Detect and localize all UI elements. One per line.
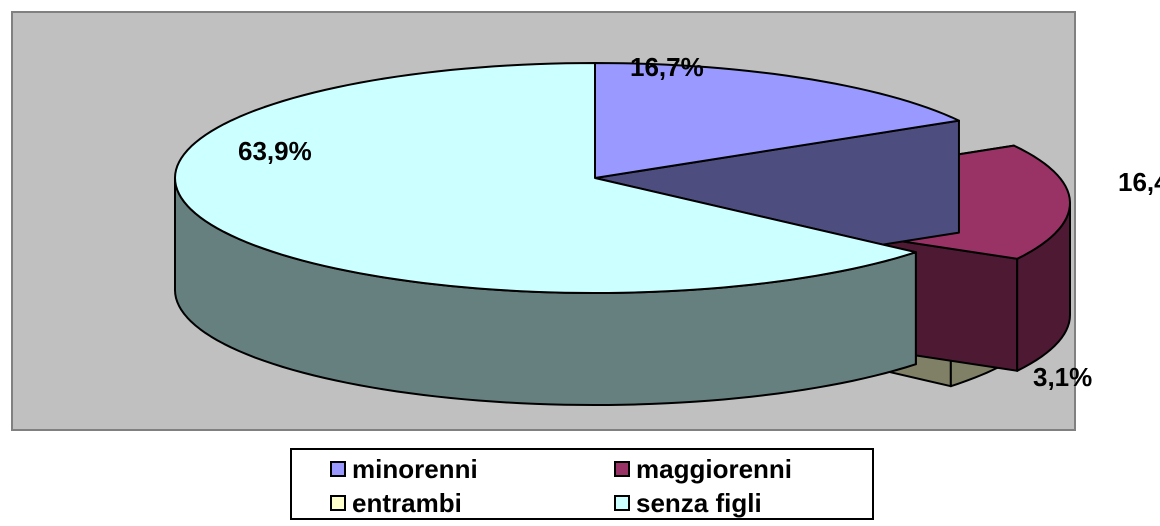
legend-label-entrambi: entrambi [352, 488, 462, 518]
slice-top-senza-figli [174, 62, 917, 294]
legend-swatch-minorenni [330, 461, 346, 477]
data-label-senza-figli: 63,9% [238, 136, 312, 166]
legend-item-minorenni: minorenni [330, 452, 614, 486]
data-label-minorenni: 16,7% [630, 52, 704, 82]
slice-top-minorenni [594, 62, 960, 179]
legend-item-senza-figli: senza figli [614, 486, 898, 520]
data-label-entrambi: 3,1% [1033, 362, 1092, 392]
legend-swatch-entrambi [330, 495, 346, 511]
legend-item-entrambi: entrambi [330, 486, 614, 520]
legend-label-maggiorenni: maggiorenni [636, 454, 793, 484]
legend-swatch-maggiorenni [614, 461, 630, 477]
legend-label-minorenni: minorenni [352, 454, 478, 484]
legend-label-senza-figli: senza figli [636, 488, 762, 518]
legend: minorenni maggiorenni entrambi senza fig… [290, 448, 874, 520]
data-label-maggiorenni: 16,4% [1118, 167, 1160, 197]
legend-item-maggiorenni: maggiorenni [614, 452, 898, 486]
pie-slice-senza-figli [174, 62, 917, 406]
legend-swatch-senza-figli [614, 495, 630, 511]
